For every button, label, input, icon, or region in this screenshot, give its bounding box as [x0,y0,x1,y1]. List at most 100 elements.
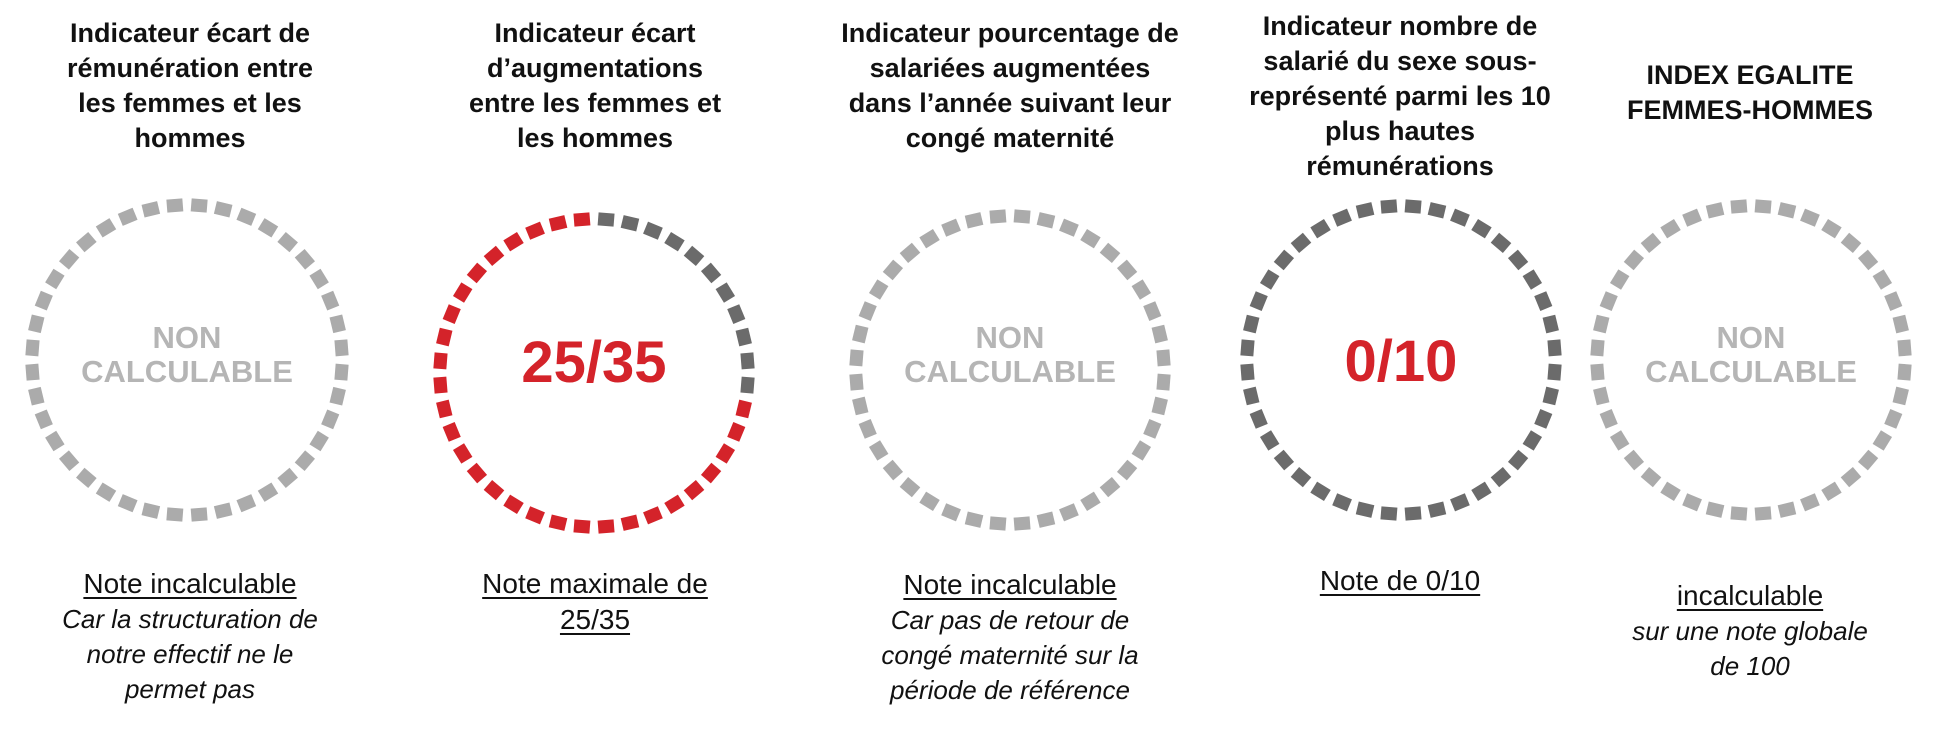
ring-segment [899,242,921,264]
note-description: sur une note globale de 100 [1560,614,1940,684]
ring-segment [25,339,40,357]
ring-segment [1660,218,1681,239]
ring-segment [117,494,138,513]
indicator-title: Indicateur écart de rémunération entre l… [0,16,380,156]
ring-segment [1156,349,1171,367]
ring-segment [1609,269,1630,290]
title-line: plus hautes [1324,116,1476,146]
ring-segment [95,482,117,502]
ring-segment [727,304,746,324]
ring-segment [503,494,524,515]
ring-segment [1143,301,1162,321]
ring-segment [1080,228,1101,249]
value-line: NON [975,320,1045,355]
score-value: NON CALCULABLE [1601,321,1901,389]
ring-segment [1332,208,1352,227]
title-line: congé maternité [905,123,1115,153]
ring-segment [1143,419,1162,439]
ring-segment [1355,501,1375,518]
ring-segment [433,352,448,370]
ring-segment [882,259,904,281]
ring-segment [1857,249,1879,271]
ring-segment [28,314,45,334]
ring-segment [236,207,257,226]
ring-segment [95,218,117,238]
ring-segment [1609,430,1630,451]
ring-segment [1640,232,1662,254]
ring-segment [1259,430,1280,451]
ring-segment [715,443,736,464]
ring-segment [1380,199,1398,214]
ring-segment [59,249,80,270]
title-line: salariées augmentées [869,53,1151,83]
ring-segment [868,440,889,461]
ring-segment [919,228,940,249]
ring-segment [1599,291,1618,311]
note-description: Car pas de retour de congé maternité sur… [820,603,1200,708]
ring-segment [1116,459,1138,481]
ring-segment [1380,506,1398,521]
ring-segment [1623,449,1645,471]
ring-segment [1623,249,1645,271]
indicator-top10-underrepresented: Indicateur nombre de salarié du sexe sou… [1210,0,1590,743]
ring-segment [1059,503,1079,522]
value-line: 0/10 [1344,329,1458,394]
ring-segment [1099,242,1121,264]
ring-segment [858,419,877,439]
ring-segment [1151,396,1168,416]
ring-segment [34,409,53,430]
ring-segment [59,450,80,471]
ring-segment [1599,409,1618,429]
ring-segment [309,430,329,452]
ring-segment [190,198,208,213]
value-line: CALCULABLE [81,354,293,389]
title-line: hommes [134,123,246,153]
ring-segment [700,462,722,484]
indicator-global-index: INDEX EGALITE FEMMES-HOMMES NON CALCULAB… [1560,0,1940,743]
ring-segment [1840,466,1862,488]
ring-segment [1490,466,1512,488]
ring-segment [1355,202,1375,219]
ring-segment [483,245,505,267]
ring-segment [643,221,663,240]
ring-segment [1243,386,1260,406]
ring-segment [117,207,138,226]
note-block: incalculable sur une note globale de 100 [1560,578,1940,684]
title-line: Indicateur pourcentage de [841,18,1179,48]
score-ring [849,209,1171,531]
ring-segment [466,462,488,484]
ring-segment [1682,493,1702,512]
ring-segment [1332,493,1352,512]
note-label: Note maximale de 25/35 [405,566,785,638]
ring-segment [34,290,53,311]
ring-segment [334,339,349,357]
ring-segment [141,201,161,218]
note-block: Note maximale de 25/35 [405,566,785,638]
ring-segment [1800,208,1820,227]
ring-segment [277,467,298,488]
ring-segment [548,514,568,531]
ring-segment [989,516,1007,531]
title-line: les femmes et les [78,88,302,118]
ring-segment [1590,363,1605,381]
note-label: Note incalculable [0,566,380,602]
indicator-title: Indicateur pourcentage de salariées augm… [820,16,1200,156]
ring-segment [213,201,233,218]
ring-segment [1897,339,1912,357]
note-description: Car la structuration de notre effectif n… [0,602,380,707]
ring-segment [1080,491,1101,512]
ring-segment [1404,199,1422,214]
ring-segment [849,349,864,367]
note-desc-line: Car la structuration de [62,604,318,634]
ring-segment [1310,218,1331,239]
ring-segment [1259,269,1280,290]
ring-segment [236,494,257,513]
ring-segment [1249,291,1268,311]
ring-segment [1705,202,1725,219]
ring-segment [1821,218,1842,239]
ring-segment [1547,363,1562,381]
ring-segment [1240,363,1255,381]
ring-segment [1800,493,1820,512]
ring-segment [483,479,505,501]
ring-segment [735,327,752,347]
